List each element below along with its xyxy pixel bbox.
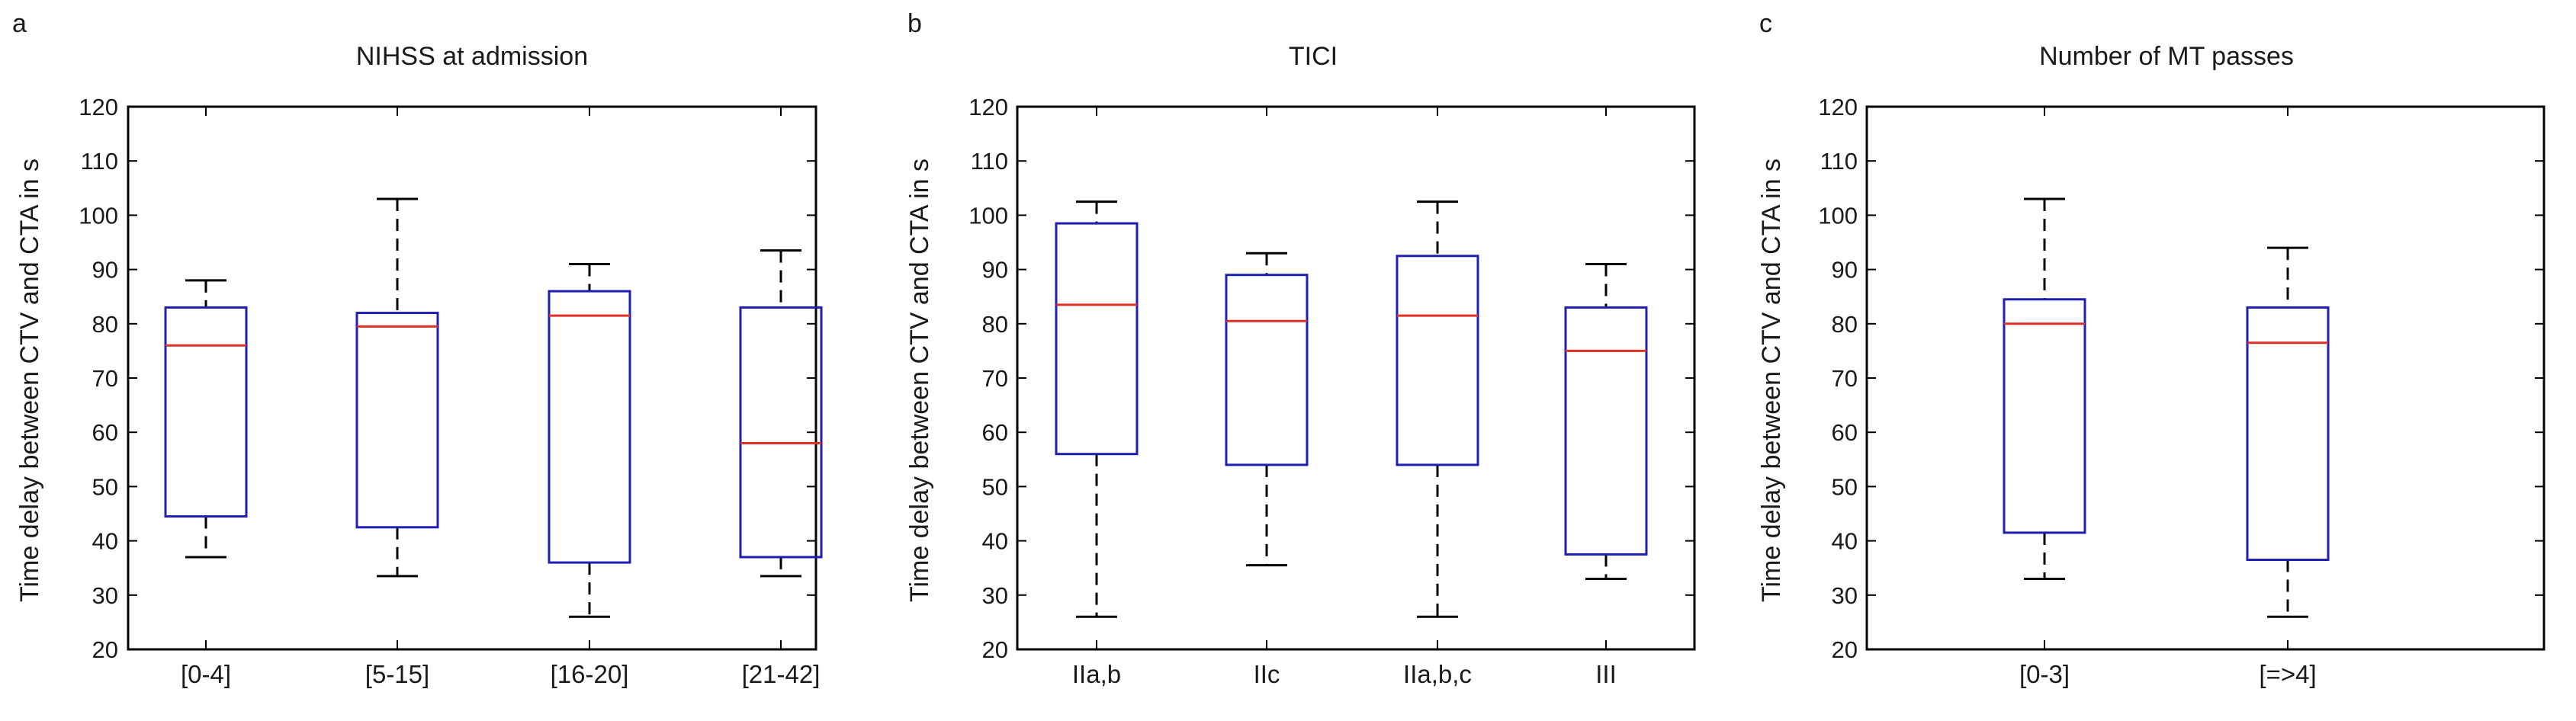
x-tick-label: IIa,b bbox=[1072, 660, 1121, 688]
chart-title: NIHSS at admission bbox=[356, 42, 588, 71]
boxes bbox=[164, 197, 823, 618]
x-ticks: IIa,b IIc IIa,b,c III bbox=[1072, 107, 1617, 688]
y-tick-label: 100 bbox=[968, 202, 1008, 229]
panel-a: a NIHSS at admission Time delay between … bbox=[12, 9, 823, 688]
y-tick-label: 40 bbox=[1832, 528, 1858, 555]
x-tick-label: [21-42] bbox=[742, 660, 821, 688]
y-tick-label: 60 bbox=[982, 419, 1008, 446]
y-tick-label: 40 bbox=[92, 528, 118, 555]
box-plot bbox=[1225, 252, 1309, 567]
iqr-box bbox=[548, 290, 631, 564]
y-tick-label: 30 bbox=[1832, 582, 1858, 609]
y-axis-label: Time delay between CTV and CTA in s bbox=[1757, 159, 1786, 602]
y-tick-label: 60 bbox=[92, 419, 118, 446]
y-tick-label: 80 bbox=[1832, 311, 1858, 338]
iqr-box bbox=[164, 306, 248, 518]
x-ticks: [0-3] [=>4] bbox=[2019, 107, 2317, 688]
x-ticks: [0-4] [5-15] [16-20] [21-42] bbox=[181, 107, 820, 688]
panel-label: c bbox=[1759, 9, 1772, 38]
y-tick-label: 70 bbox=[1832, 365, 1858, 392]
y-ticks: 20 30 40 50 60 70 80 90 100 110 120 bbox=[968, 94, 1694, 663]
x-tick-label: [5-15] bbox=[365, 660, 429, 688]
y-tick-label: 50 bbox=[982, 473, 1008, 500]
y-tick-label: 20 bbox=[92, 636, 118, 663]
panel-label: a bbox=[12, 9, 27, 38]
y-tick-label: 100 bbox=[1818, 202, 1858, 229]
x-tick-label: IIc bbox=[1254, 660, 1280, 688]
y-tick-label: 70 bbox=[982, 365, 1008, 392]
iqr-box bbox=[1564, 306, 1648, 556]
y-tick-label: 110 bbox=[1820, 148, 1858, 175]
y-tick-label: 50 bbox=[1832, 473, 1858, 500]
y-tick-label: 30 bbox=[982, 582, 1008, 609]
box-plot bbox=[1564, 262, 1648, 580]
y-tick-label: 100 bbox=[79, 202, 118, 229]
y-tick-label: 90 bbox=[1832, 257, 1858, 284]
x-tick-label: [=>4] bbox=[2259, 660, 2316, 688]
y-tick-label: 120 bbox=[79, 94, 118, 120]
y-tick-label: 110 bbox=[971, 148, 1008, 175]
box-plot bbox=[1055, 200, 1139, 618]
iqr-box bbox=[2003, 298, 2086, 534]
y-tick-label: 80 bbox=[982, 311, 1008, 338]
x-tick-label: [16-20] bbox=[551, 660, 629, 688]
y-tick-label: 60 bbox=[1832, 419, 1858, 446]
iqr-box bbox=[1055, 222, 1139, 456]
iqr-box bbox=[1225, 274, 1309, 466]
box-plot bbox=[164, 279, 248, 559]
box-plot bbox=[548, 262, 631, 618]
x-tick-label: [0-3] bbox=[2019, 660, 2070, 688]
box-plot bbox=[1396, 200, 1479, 618]
y-tick-label: 20 bbox=[1832, 636, 1858, 663]
panel-b: b TICI Time delay between CTV and CTA in… bbox=[905, 9, 1696, 688]
y-tick-label: 90 bbox=[982, 257, 1008, 284]
panel-label: b bbox=[907, 9, 922, 38]
y-tick-label: 40 bbox=[982, 528, 1008, 555]
plot-frame bbox=[127, 105, 817, 651]
y-axis-label: Time delay between CTV and CTA in s bbox=[905, 159, 934, 602]
iqr-box bbox=[1396, 255, 1479, 466]
y-tick-label: 120 bbox=[968, 94, 1008, 120]
y-ticks: 20 30 40 50 60 70 80 90 100 110 120 bbox=[79, 94, 816, 663]
y-axis-label: Time delay between CTV and CTA in s bbox=[15, 159, 44, 602]
iqr-box bbox=[2246, 306, 2330, 562]
y-tick-label: 20 bbox=[982, 636, 1008, 663]
chart-title: TICI bbox=[1289, 42, 1338, 71]
plot-frame bbox=[1865, 105, 2545, 651]
y-tick-label: 110 bbox=[81, 148, 118, 175]
box-plot bbox=[739, 249, 823, 578]
y-ticks: 20 30 40 50 60 70 80 90 100 110 120 bbox=[1818, 94, 2544, 663]
boxes bbox=[2003, 197, 2330, 618]
x-tick-label: III bbox=[1595, 660, 1617, 688]
x-tick-label: IIa,b,c bbox=[1403, 660, 1472, 688]
y-tick-label: 90 bbox=[92, 257, 118, 284]
boxes bbox=[1055, 200, 1648, 618]
box-plot bbox=[355, 197, 439, 578]
chart-title: Number of MT passes bbox=[2039, 42, 2294, 71]
box-plot bbox=[2003, 197, 2086, 580]
y-tick-label: 70 bbox=[92, 365, 118, 392]
y-tick-label: 50 bbox=[92, 473, 118, 500]
plot-frame bbox=[1016, 105, 1696, 651]
panel-c: c Number of MT passes Time delay between… bbox=[1757, 9, 2545, 688]
iqr-box bbox=[739, 306, 823, 559]
x-tick-label: [0-4] bbox=[181, 660, 231, 688]
iqr-box bbox=[355, 312, 439, 529]
y-tick-label: 120 bbox=[1818, 94, 1858, 120]
y-tick-label: 30 bbox=[92, 582, 118, 609]
y-tick-label: 80 bbox=[92, 311, 118, 338]
box-plot bbox=[2246, 246, 2330, 618]
